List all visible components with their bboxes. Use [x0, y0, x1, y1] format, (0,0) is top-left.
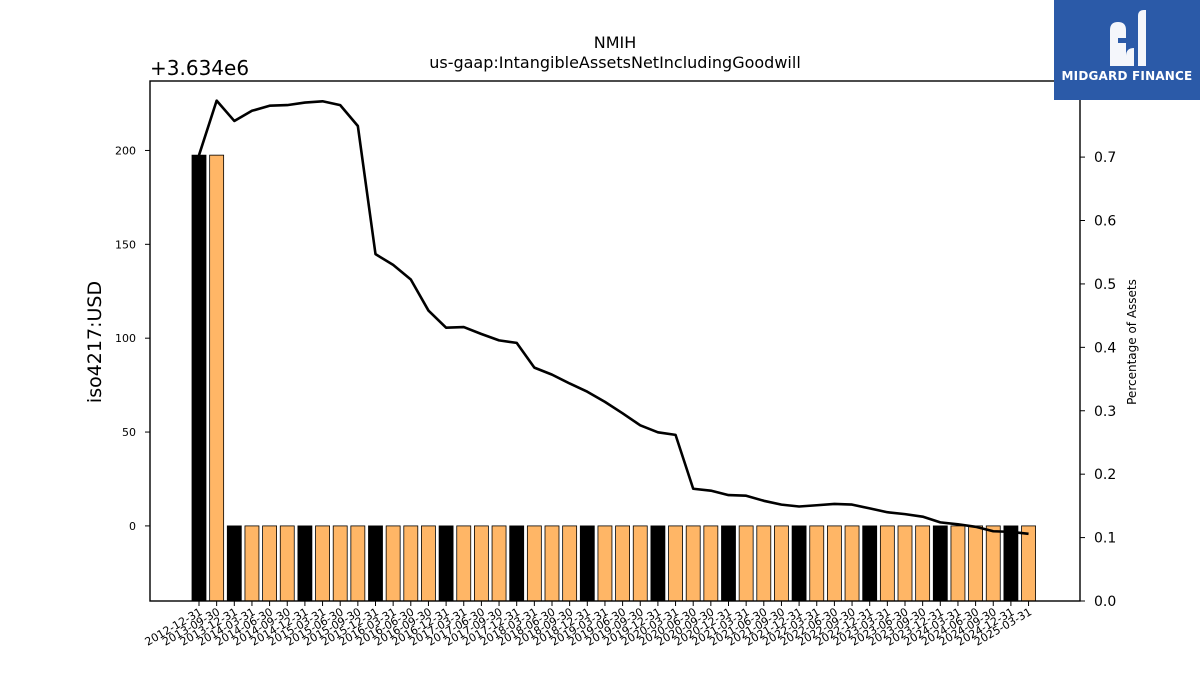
bar-2014-06-30 [262, 525, 278, 602]
plot-frame [149, 80, 1081, 602]
bar-2020-06-30 [685, 525, 701, 602]
bar-2012-12-31 [191, 154, 207, 602]
bar-2021-09-30 [774, 525, 789, 602]
midgard-finance-logo: MIDGARD FINANCE [1054, 0, 1200, 100]
y-right-tick-label: 0.5 [1094, 277, 1116, 293]
bar-2025-03-31 [1021, 525, 1036, 602]
bar-2015-12-31 [368, 525, 383, 602]
y-offset-label: +3.634e6 [150, 56, 249, 80]
percentage-line [197, 99, 1029, 536]
y-tick-label: 0 [129, 520, 136, 533]
y-right-tick-label: 0.3 [1094, 404, 1116, 420]
axes-group: 0501001502000.00.10.20.30.40.50.60.72012… [115, 144, 1116, 648]
y-tick-label: 200 [115, 144, 136, 157]
bar-2014-03-31 [244, 525, 260, 602]
bar-2013-12-31 [226, 525, 242, 602]
bar-2018-03-31 [526, 525, 542, 602]
bar-2015-03-31 [315, 525, 330, 602]
y-tick-label: 50 [122, 426, 136, 439]
bar-2023-12-31 [932, 525, 948, 602]
y-right-tick-label: 0.0 [1094, 594, 1116, 610]
bar-2023-06-30 [897, 525, 913, 602]
bar-2018-06-30 [544, 525, 560, 602]
bar-2016-09-30 [421, 525, 436, 602]
bar-2017-06-30 [473, 525, 489, 602]
y-tick-label: 100 [115, 332, 136, 345]
bar-2020-09-30 [703, 525, 719, 602]
bar-2021-12-31 [791, 525, 807, 602]
bar-2019-12-31 [650, 525, 666, 602]
y-right-tick-label: 0.4 [1094, 340, 1116, 356]
bar-2016-06-30 [403, 525, 419, 602]
midgard-logo-icon [1110, 10, 1146, 66]
y-axis-label-right: Percentage of Assets [1125, 279, 1139, 405]
bar-2017-09-30 [491, 525, 507, 602]
bar-2017-12-31 [509, 525, 525, 602]
bar-2016-03-31 [385, 525, 401, 602]
bar-2023-09-30 [915, 525, 931, 602]
y-right-tick-label: 0.6 [1094, 214, 1116, 230]
y-right-tick-label: 0.2 [1094, 467, 1116, 483]
bar-2024-06-30 [968, 525, 983, 602]
bar-2022-03-31 [809, 525, 825, 602]
bar-2021-06-30 [756, 525, 772, 602]
bar-2014-12-31 [297, 525, 313, 602]
bars-group [191, 154, 1036, 602]
y-right-tick-label: 0.7 [1094, 150, 1116, 166]
logo-text: MIDGARD FINANCE [1061, 69, 1193, 83]
bar-2018-12-31 [579, 525, 595, 602]
bar-2020-12-31 [721, 525, 736, 602]
bar-2019-03-31 [597, 525, 613, 602]
bar-2015-06-30 [332, 525, 348, 602]
chart-subtitle: us-gaap:IntangibleAssetsNetIncludingGood… [429, 53, 801, 72]
bar-2017-03-31 [456, 525, 472, 602]
bar-2019-06-30 [615, 525, 630, 602]
y-right-tick-label: 0.1 [1094, 531, 1116, 547]
bar-2014-09-30 [279, 525, 295, 602]
chart-title: NMIH [594, 33, 637, 52]
bar-2023-03-31 [879, 525, 895, 602]
bar-2020-03-31 [668, 525, 683, 602]
bar-2021-03-31 [738, 525, 754, 602]
bar-2022-06-30 [827, 525, 842, 602]
y-tick-label: 150 [115, 238, 136, 251]
bar-2018-09-30 [562, 525, 578, 602]
bar-2016-12-31 [438, 525, 454, 602]
bar-2019-09-30 [632, 525, 648, 602]
bar-2015-09-30 [350, 525, 366, 602]
bar-2022-12-31 [862, 525, 878, 602]
y-axis-label: iso4217:USD [84, 281, 106, 403]
bar-2022-09-30 [844, 525, 860, 602]
bar-2024-09-30 [985, 525, 1001, 602]
bar-2024-03-31 [950, 525, 966, 602]
bar-2024-12-31 [1003, 525, 1019, 602]
bar-2013-09-30 [209, 154, 225, 602]
